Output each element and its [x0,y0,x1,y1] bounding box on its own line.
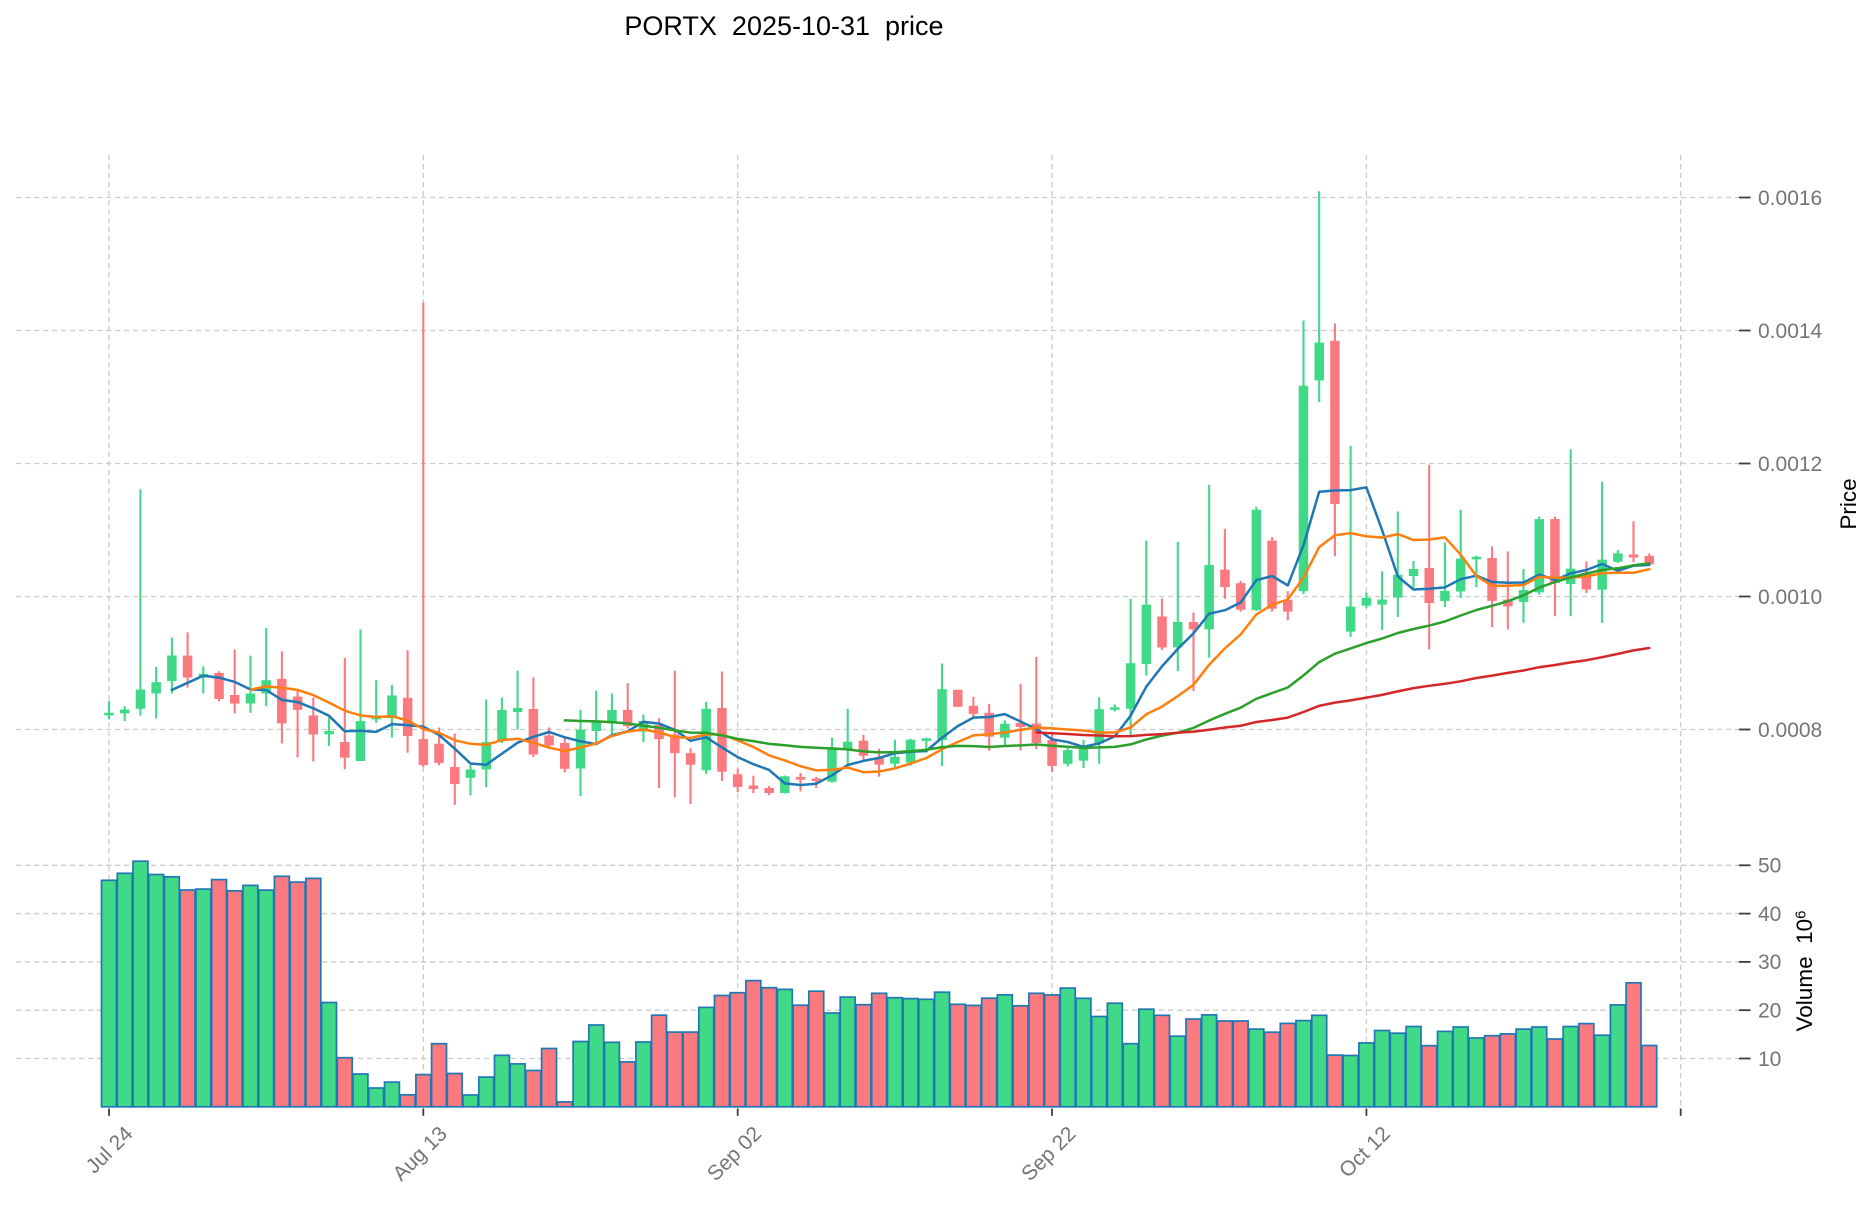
svg-text:Volume 106: Volume 106 [1792,911,1817,1032]
svg-text:50: 50 [1758,855,1781,878]
svg-text:0.0014: 0.0014 [1758,320,1823,343]
svg-text:PORTX 2025-10-31 price: PORTX 2025-10-31 price [624,11,943,41]
svg-text:30: 30 [1758,951,1781,974]
svg-text:0.0016: 0.0016 [1758,187,1822,210]
svg-text:10: 10 [1758,1048,1781,1071]
svg-text:0.0008: 0.0008 [1758,719,1822,742]
svg-text:0.0012: 0.0012 [1758,453,1822,476]
svg-text:40: 40 [1758,903,1781,926]
svg-text:20: 20 [1758,1000,1781,1023]
svg-text:0.0010: 0.0010 [1758,586,1822,609]
svg-text:Price: Price [1836,478,1861,529]
